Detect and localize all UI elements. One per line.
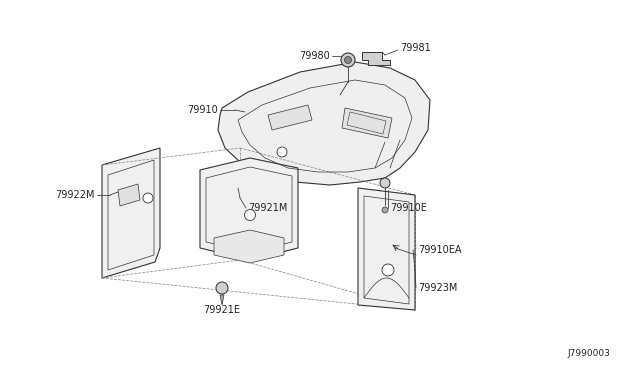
Polygon shape (342, 108, 392, 138)
Polygon shape (118, 184, 140, 206)
Text: J7990003: J7990003 (567, 349, 610, 358)
Text: 79922M: 79922M (56, 190, 95, 200)
Polygon shape (214, 230, 284, 263)
Text: 79980: 79980 (300, 51, 330, 61)
Circle shape (380, 178, 390, 188)
Text: 79910EA: 79910EA (418, 245, 461, 255)
Text: 79910E: 79910E (390, 203, 427, 213)
Polygon shape (362, 52, 390, 65)
Circle shape (341, 53, 355, 67)
Circle shape (344, 57, 351, 64)
Polygon shape (220, 295, 224, 305)
Text: 79921M: 79921M (248, 203, 287, 213)
Circle shape (382, 264, 394, 276)
Text: 79921E: 79921E (204, 305, 241, 315)
Polygon shape (358, 188, 415, 310)
Circle shape (143, 193, 153, 203)
Polygon shape (200, 158, 298, 260)
Polygon shape (218, 62, 430, 185)
Circle shape (244, 209, 255, 221)
Text: 79981: 79981 (400, 43, 431, 53)
Text: 79910: 79910 (188, 105, 218, 115)
Circle shape (277, 147, 287, 157)
Text: 79923M: 79923M (418, 283, 458, 293)
Circle shape (382, 207, 388, 213)
Circle shape (216, 282, 228, 294)
Polygon shape (102, 148, 160, 278)
Polygon shape (268, 105, 312, 130)
